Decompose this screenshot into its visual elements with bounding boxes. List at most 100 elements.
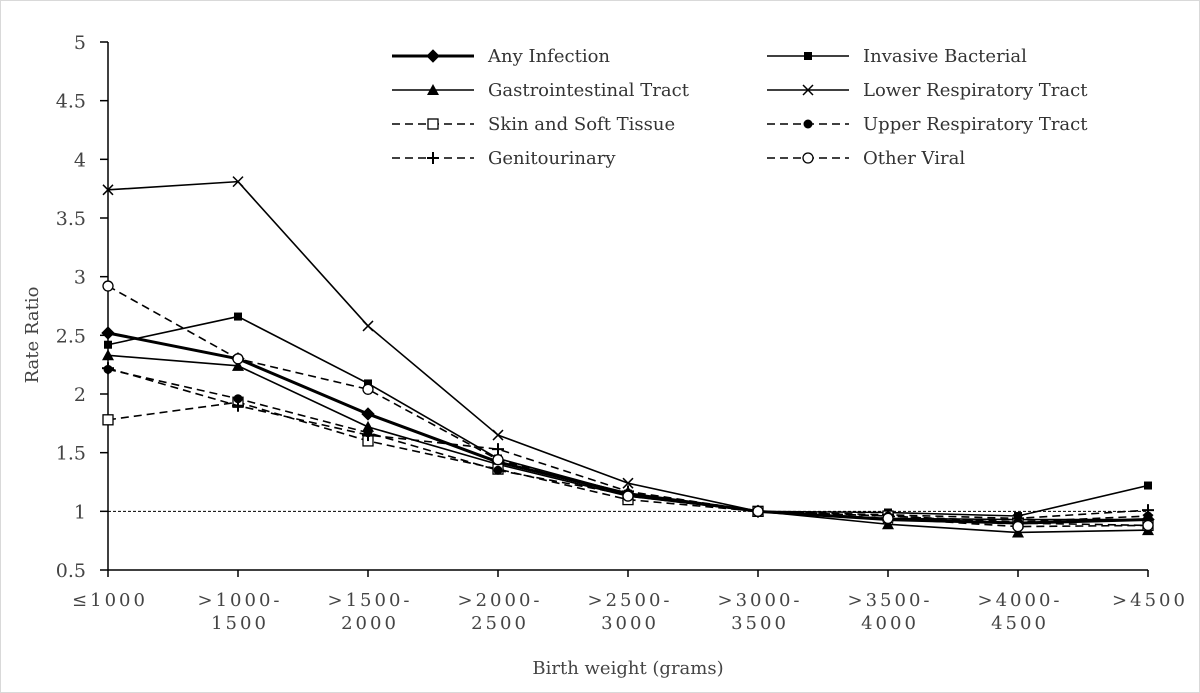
legend-marker [427, 84, 439, 95]
legend-marker-stroke [802, 84, 814, 96]
y-tick-label: 2.5 [56, 325, 86, 347]
data-point-other-viral [622, 490, 634, 502]
x-tick-label: 3500 [731, 613, 789, 634]
data-point-invasive-bacterial [104, 340, 112, 349]
data-point-genitourinary [232, 399, 244, 412]
legend-label: Any Infection [487, 46, 610, 67]
legend-marker [426, 49, 440, 63]
data-point-upper-respiratory-tract [493, 465, 503, 475]
series-lower-respiratory-tract [102, 176, 1154, 526]
data-point-lower-respiratory-tract-stroke [102, 184, 114, 196]
series-skin-and-soft-tissue [102, 396, 1154, 532]
x-tick-label: 2500 [471, 613, 529, 634]
data-point-other-viral [1142, 519, 1154, 532]
legend-item-other-viral: Other Viral [767, 148, 965, 169]
legend-label: Genitourinary [488, 148, 616, 169]
data-point-lower-respiratory-tract [622, 477, 634, 489]
legend-item-any-infection: Any Infection [392, 46, 610, 67]
legend-marker [802, 84, 814, 96]
data-point-other-viral [1012, 520, 1024, 533]
legend-marker [804, 52, 812, 60]
y-tick-label: 1.5 [56, 443, 86, 465]
series-other-viral [102, 280, 1154, 533]
legend-item-invasive-bacterial: Invasive Bacterial [767, 46, 1027, 67]
legend-label: Other Viral [863, 148, 965, 169]
legend-item-skin-and-soft-tissue: Skin and Soft Tissue [392, 114, 675, 135]
data-point-lower-respiratory-tract-stroke [492, 429, 504, 441]
data-point-other-viral [232, 353, 244, 365]
y-tick-label: 5 [74, 32, 86, 54]
x-axis-title: Birth weight (grams) [532, 658, 723, 679]
legend-marker [802, 152, 814, 164]
x-tick-label: >1500- [328, 590, 413, 611]
y-tick-label: 1 [74, 501, 86, 523]
legend: Any Infection Invasive Bacterial Gastroint… [392, 46, 1088, 169]
data-point-gastrointestinal-tract [102, 349, 114, 361]
data-point-any-infection [101, 326, 115, 340]
legend-marker [427, 118, 439, 130]
x-tick-label: 2000 [341, 613, 399, 634]
data-point-any-infection [361, 407, 375, 421]
legend-item-genitourinary: Genitourinary [392, 148, 616, 169]
series-line-gastrointestinal-tract [107, 354, 1149, 534]
data-point-lower-respiratory-tract-stroke [622, 477, 634, 489]
legend-label: Upper Respiratory Tract [863, 114, 1088, 135]
y-tick-label: 2 [74, 384, 86, 406]
legend-label: Invasive Bacterial [863, 46, 1027, 67]
data-point-genitourinary [362, 429, 374, 442]
legend-marker [803, 119, 813, 129]
data-point-lower-respiratory-tract [102, 184, 114, 196]
x-tick-label: >4000- [978, 590, 1063, 611]
y-axis-title: Rate Ratio [22, 287, 43, 384]
x-tick-label: >4500 [1112, 590, 1188, 611]
x-tick-label: ≤1000 [72, 590, 148, 611]
series-gastrointestinal-tract [102, 349, 1154, 538]
data-point-genitourinary [102, 362, 114, 375]
x-tick-label: 4000 [861, 613, 919, 634]
data-point-other-viral [752, 505, 764, 517]
axis-layer: 0.5 1 1.5 2 2.5 3 3.5 4 4.5 5 ≤1000 >1000-1500 >1500… [56, 32, 1188, 634]
legend-item-lower-respiratory-tract: Lower Respiratory Tract [767, 80, 1088, 101]
data-point-invasive-bacterial [1144, 481, 1152, 490]
x-tick-label: >2500- [588, 590, 673, 611]
data-point-lower-respiratory-tract [362, 320, 374, 332]
data-point-lower-respiratory-tract-stroke [362, 320, 374, 332]
legend-label: Gastrointestinal Tract [488, 80, 690, 101]
legend-marker [427, 152, 439, 164]
data-point-other-viral [492, 454, 504, 466]
legend-item-upper-respiratory-tract: Upper Respiratory Tract [767, 114, 1088, 135]
data-point-genitourinary [492, 443, 504, 456]
data-point-invasive-bacterial [234, 312, 242, 321]
y-tick-label: 4 [74, 149, 86, 171]
data-point-other-viral [102, 280, 114, 292]
legend-item-gastrointestinal-tract: Gastrointestinal Tract [392, 80, 690, 101]
y-tick-label: 4.5 [56, 91, 86, 113]
series-layer [101, 176, 1155, 538]
legend-label: Lower Respiratory Tract [863, 80, 1088, 101]
data-point-other-viral [882, 512, 894, 525]
y-tick-label: 3 [74, 267, 86, 289]
x-tick-label: >2000- [458, 590, 543, 611]
data-point-lower-respiratory-tract [492, 429, 504, 441]
x-tick-label: >3000- [718, 590, 803, 611]
data-point-other-viral [362, 383, 374, 395]
x-tick-label: >1000- [198, 590, 283, 611]
x-tick-label: 3000 [601, 613, 659, 634]
data-point-gastrointestinal-tract [232, 359, 244, 371]
y-tick-label: 3.5 [56, 208, 86, 230]
data-point-lower-respiratory-tract [232, 176, 244, 188]
data-point-skin-and-soft-tissue [102, 414, 114, 426]
x-tick-label: 1500 [211, 613, 269, 634]
series-line-lower-respiratory-tract [107, 180, 1148, 521]
y-tick-label: 0.5 [56, 560, 86, 582]
data-point-lower-respiratory-tract-stroke [232, 176, 244, 188]
x-tick-label: >3500- [848, 590, 933, 611]
x-tick-label: 4500 [991, 613, 1049, 634]
data-point-gastrointestinal-tract [362, 420, 374, 432]
data-point-invasive-bacterial [364, 379, 372, 388]
series-line-skin-and-soft-tissue [107, 401, 1149, 527]
data-point-upper-respiratory-tract [233, 394, 243, 404]
data-point-genitourinary [1142, 504, 1154, 517]
